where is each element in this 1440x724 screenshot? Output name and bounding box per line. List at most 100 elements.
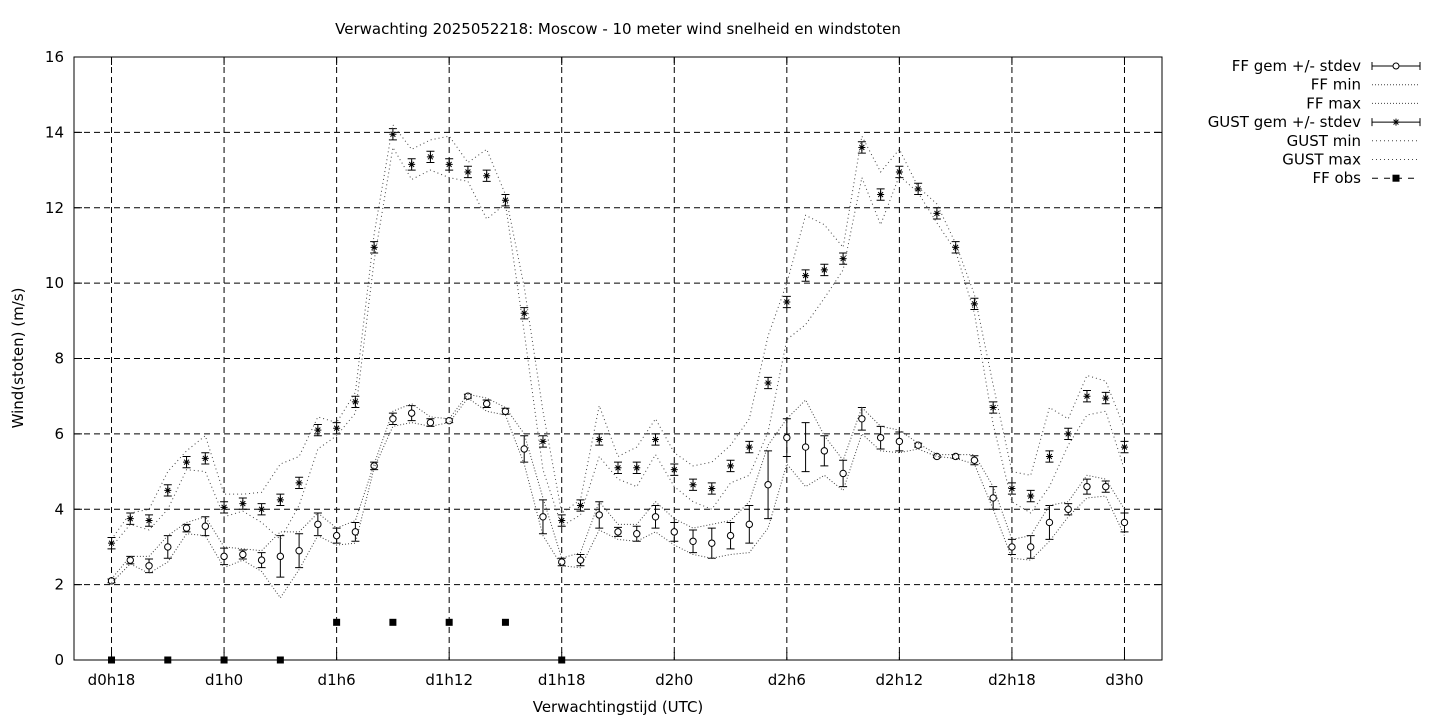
data-point [389, 130, 397, 138]
data-point [201, 522, 210, 530]
data-point [239, 550, 247, 559]
data-point [783, 433, 791, 442]
data-point [989, 494, 997, 502]
chart-axes: 0 2 4 6 8 10 12 14 16 d0h18 d1h0 d1h6 d1h12 d1h18 d2h0… [45, 48, 1163, 689]
data-point [745, 443, 753, 451]
data-point [1045, 518, 1054, 527]
data-point [745, 520, 754, 529]
data-point [1083, 392, 1091, 400]
data-point [239, 500, 247, 508]
y-tick-label: 0 [54, 651, 64, 669]
data-point [108, 539, 116, 547]
data-point [258, 505, 266, 513]
legend-marker [1392, 118, 1400, 126]
chart-title: Verwachting 2025052218: Moscow - 10 mete… [335, 20, 901, 38]
data-point [708, 485, 716, 493]
data-point [970, 456, 979, 464]
data-point [445, 618, 453, 626]
data-point [107, 577, 116, 585]
legend-label: FF gem +/- stdev [1232, 57, 1361, 75]
x-axis-label: Verwachtingstijd (UTC) [533, 698, 704, 716]
data-point [952, 243, 960, 251]
legend-label: FF max [1306, 94, 1361, 112]
data-point [501, 618, 509, 626]
legend-marker [1392, 62, 1400, 70]
data-point [1064, 430, 1072, 438]
legend-label: FF min [1311, 76, 1361, 94]
x-tick-label: d2h12 [876, 671, 924, 689]
y-tick-label: 14 [45, 123, 64, 141]
legend-label: GUST max [1282, 151, 1361, 169]
data-point [1064, 505, 1072, 513]
data-point [145, 562, 153, 570]
data-point [332, 531, 341, 540]
data-point [1026, 543, 1035, 551]
data-point [614, 528, 622, 536]
legend-marker [1392, 174, 1400, 182]
data-point [257, 556, 266, 564]
series-gust-gem-stdev [107, 128, 1129, 550]
data-point [576, 556, 585, 564]
data-point [445, 160, 453, 168]
data-point [482, 400, 491, 408]
data-point [970, 300, 978, 308]
data-point [276, 552, 285, 561]
data-point [295, 479, 303, 487]
y-tick-label: 4 [54, 500, 64, 518]
series-ff-gem-stdev [107, 392, 1129, 585]
data-point [764, 481, 772, 489]
data-point [426, 153, 434, 161]
data-point [182, 524, 191, 532]
data-point [333, 424, 341, 432]
data-point [1120, 443, 1128, 451]
data-point [183, 458, 191, 466]
data-point [351, 398, 359, 406]
data-point [220, 552, 228, 561]
data-point [370, 243, 378, 251]
data-point [558, 558, 566, 566]
data-point [914, 441, 922, 449]
legend-label: FF obs [1312, 169, 1361, 187]
data-point [164, 543, 172, 551]
data-point [426, 418, 435, 427]
y-tick-label: 12 [45, 199, 64, 217]
data-point [651, 513, 660, 521]
y-tick-label: 6 [54, 425, 64, 443]
data-point [1008, 543, 1016, 551]
chart-grid [74, 57, 1162, 660]
data-point [633, 530, 641, 538]
data-point [1120, 518, 1129, 527]
y-tick-label: 8 [54, 350, 64, 368]
legend-label: GUST min [1287, 132, 1361, 150]
data-point [314, 426, 322, 434]
x-tick-label: d2h0 [655, 671, 693, 689]
data-point [670, 528, 678, 536]
data-point [801, 443, 810, 451]
data-point [501, 407, 510, 415]
series-gust-max-line [111, 123, 1125, 540]
data-point [295, 547, 303, 555]
data-point [407, 409, 416, 417]
data-point [708, 539, 716, 547]
data-point [783, 298, 791, 306]
data-point [933, 209, 941, 217]
y-tick-label: 2 [54, 576, 64, 594]
data-point [389, 618, 397, 626]
data-point [520, 309, 528, 317]
x-tick-label: d0h18 [88, 671, 136, 689]
data-point [933, 452, 941, 461]
data-point [464, 168, 472, 176]
data-point [727, 462, 735, 470]
data-point [839, 255, 847, 263]
data-point [539, 437, 547, 445]
data-point [820, 447, 829, 455]
data-point [464, 392, 472, 400]
data-point [802, 272, 810, 280]
data-point [558, 517, 566, 525]
data-point [539, 513, 547, 521]
data-point [408, 160, 416, 168]
x-tick-label: d2h6 [768, 671, 806, 689]
data-point [126, 556, 134, 564]
series-ff-max-line [111, 393, 1125, 580]
